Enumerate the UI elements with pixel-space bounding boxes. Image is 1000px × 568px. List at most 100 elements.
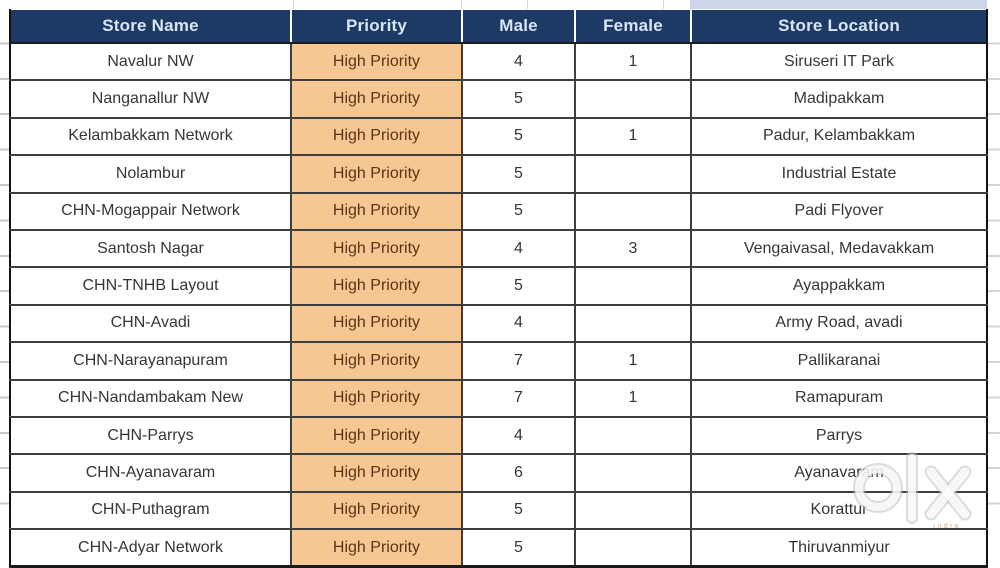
priority-cell[interactable]: High Priority (290, 341, 463, 381)
table-row: CHN-Nandambakam New High Priority 7 1 Ra… (9, 378, 988, 418)
table-row: CHN-Ayanavaram High Priority 6 Ayanavara… (9, 453, 988, 493)
left-gutter (0, 9, 9, 538)
table-row: CHN-Avadi High Priority 4 Army Road, ava… (9, 303, 988, 344)
female-count-cell[interactable] (574, 303, 692, 344)
store-name-cell[interactable]: Nolambur (9, 154, 292, 194)
header-female[interactable]: Female (574, 9, 692, 44)
male-count-cell[interactable]: 4 (461, 41, 576, 82)
priority-cell[interactable]: High Priority (290, 415, 463, 456)
male-count-cell[interactable]: 7 (461, 341, 576, 381)
table-body: Navalur NW High Priority 4 1 Siruseri IT… (9, 41, 988, 568)
table-row: CHN-Narayanapuram High Priority 7 1 Pall… (9, 341, 988, 381)
female-count-cell[interactable] (574, 154, 692, 194)
store-location-cell[interactable]: Korattur (690, 490, 988, 531)
gridline-tick (663, 0, 664, 9)
table-row: Santosh Nagar High Priority 4 3 Vengaiva… (9, 228, 988, 269)
store-location-cell[interactable]: Siruseri IT Park (690, 41, 988, 82)
female-count-cell[interactable] (574, 191, 692, 231)
priority-cell[interactable]: High Priority (290, 191, 463, 231)
male-count-cell[interactable]: 4 (461, 415, 576, 456)
store-location-cell[interactable]: Ayanavaram (690, 453, 988, 493)
table-row: Kelambakkam Network High Priority 5 1 Pa… (9, 116, 988, 157)
table-row: Nanganallur NW High Priority 5 Madipakka… (9, 79, 988, 119)
priority-cell[interactable]: High Priority (290, 41, 463, 82)
priority-cell[interactable]: High Priority (290, 154, 463, 194)
gridline-tick (293, 0, 294, 9)
header-row: Store Name Priority Male Female Store Lo… (9, 9, 988, 44)
top-gutter (0, 0, 1000, 9)
store-name-cell[interactable]: Santosh Nagar (9, 228, 292, 269)
store-name-cell[interactable]: CHN-Ayanavaram (9, 453, 292, 493)
male-count-cell[interactable]: 5 (461, 490, 576, 531)
column-selection-highlight (690, 0, 986, 9)
priority-cell[interactable]: High Priority (290, 79, 463, 119)
female-count-cell[interactable] (574, 453, 692, 493)
store-name-cell[interactable]: CHN-Avadi (9, 303, 292, 344)
female-count-cell[interactable] (574, 415, 692, 456)
store-location-cell[interactable]: Madipakkam (690, 79, 988, 119)
store-location-cell[interactable]: Vengaivasal, Medavakkam (690, 228, 988, 269)
female-count-cell[interactable] (574, 490, 692, 531)
priority-cell[interactable]: High Priority (290, 528, 463, 568)
store-name-cell[interactable]: CHN-Adyar Network (9, 528, 292, 568)
male-count-cell[interactable]: 5 (461, 79, 576, 119)
header-store-name[interactable]: Store Name (9, 9, 292, 44)
table-row: CHN-Parrys High Priority 4 Parrys (9, 415, 988, 456)
table-row: Nolambur High Priority 5 Industrial Esta… (9, 154, 988, 194)
store-name-cell[interactable]: CHN-TNHB Layout (9, 266, 292, 306)
priority-cell[interactable]: High Priority (290, 453, 463, 493)
male-count-cell[interactable]: 7 (461, 378, 576, 418)
table-row: CHN-Adyar Network High Priority 5 Thiruv… (9, 528, 988, 568)
store-name-cell[interactable]: CHN-Mogappair Network (9, 191, 292, 231)
header-priority[interactable]: Priority (290, 9, 463, 44)
store-name-cell[interactable]: Navalur NW (9, 41, 292, 82)
female-count-cell[interactable] (574, 79, 692, 119)
male-count-cell[interactable]: 5 (461, 116, 576, 157)
store-name-cell[interactable]: Nanganallur NW (9, 79, 292, 119)
male-count-cell[interactable]: 6 (461, 453, 576, 493)
table-row: CHN-TNHB Layout High Priority 5 Ayappakk… (9, 266, 988, 306)
male-count-cell[interactable]: 5 (461, 191, 576, 231)
male-count-cell[interactable]: 4 (461, 303, 576, 344)
female-count-cell[interactable]: 1 (574, 116, 692, 157)
table-row: CHN-Mogappair Network High Priority 5 Pa… (9, 191, 988, 231)
male-count-cell[interactable]: 5 (461, 528, 576, 568)
male-count-cell[interactable]: 5 (461, 154, 576, 194)
store-name-cell[interactable]: CHN-Parrys (9, 415, 292, 456)
store-name-cell[interactable]: CHN-Puthagram (9, 490, 292, 531)
header-male[interactable]: Male (461, 9, 576, 44)
store-location-cell[interactable]: Pallikaranai (690, 341, 988, 381)
priority-cell[interactable]: High Priority (290, 116, 463, 157)
priority-cell[interactable]: High Priority (290, 378, 463, 418)
male-count-cell[interactable]: 4 (461, 228, 576, 269)
male-count-cell[interactable]: 5 (461, 266, 576, 306)
header-store-location[interactable]: Store Location (690, 9, 988, 44)
store-location-cell[interactable]: Thiruvanmiyur (690, 528, 988, 568)
female-count-cell[interactable] (574, 528, 692, 568)
female-count-cell[interactable]: 1 (574, 341, 692, 381)
store-location-cell[interactable]: Army Road, avadi (690, 303, 988, 344)
store-location-cell[interactable]: Parrys (690, 415, 988, 456)
store-name-cell[interactable]: CHN-Narayanapuram (9, 341, 292, 381)
female-count-cell[interactable]: 3 (574, 228, 692, 269)
gridline-tick (986, 0, 987, 9)
store-name-cell[interactable]: CHN-Nandambakam New (9, 378, 292, 418)
store-location-cell[interactable]: Ayappakkam (690, 266, 988, 306)
right-gutter (987, 9, 1000, 538)
gridline-tick (527, 0, 528, 9)
priority-cell[interactable]: High Priority (290, 266, 463, 306)
store-name-cell[interactable]: Kelambakkam Network (9, 116, 292, 157)
female-count-cell[interactable]: 1 (574, 378, 692, 418)
priority-cell[interactable]: High Priority (290, 228, 463, 269)
priority-cell[interactable]: High Priority (290, 490, 463, 531)
store-location-cell[interactable]: Padi Flyover (690, 191, 988, 231)
store-location-cell[interactable]: Padur, Kelambakkam (690, 116, 988, 157)
female-count-cell[interactable]: 1 (574, 41, 692, 82)
store-priority-table: Store Name Priority Male Female Store Lo… (9, 9, 988, 568)
store-location-cell[interactable]: Industrial Estate (690, 154, 988, 194)
priority-cell[interactable]: High Priority (290, 303, 463, 344)
store-location-cell[interactable]: Ramapuram (690, 378, 988, 418)
gridline-tick (461, 0, 462, 9)
female-count-cell[interactable] (574, 266, 692, 306)
